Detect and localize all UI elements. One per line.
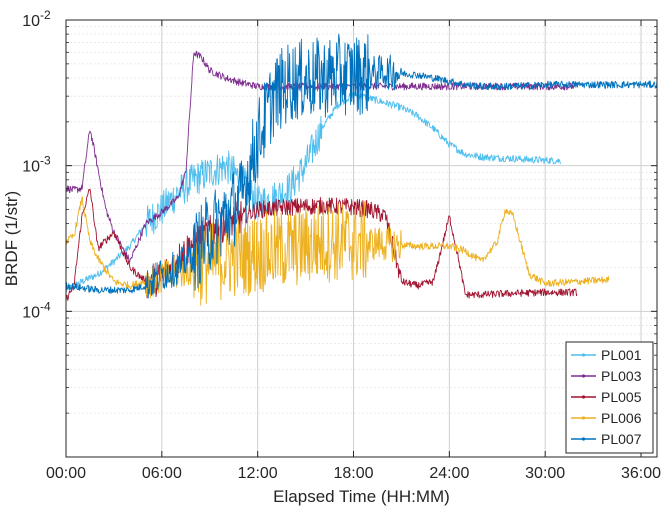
x-tick-label: 12:00: [238, 465, 278, 482]
legend-label: PL003: [601, 368, 642, 384]
x-tick-label: 24:00: [429, 465, 469, 482]
series-line-pl001: [65, 91, 562, 292]
legend-marker: [581, 416, 586, 420]
x-axis-label: Elapsed Time (HH:MM): [273, 487, 450, 506]
legend-label: PL006: [601, 410, 642, 426]
x-tick-label: 00:00: [46, 465, 86, 482]
legend-marker: [581, 437, 586, 441]
y-tick-exponent: -4: [40, 299, 51, 313]
plot-area-frame: [65, 19, 658, 458]
legend-label: PL007: [601, 431, 642, 447]
legend-marker: [581, 374, 586, 378]
y-axis-label: BRDF (1/str): [2, 191, 21, 286]
legend-marker: [581, 395, 586, 399]
x-tick-label: 18:00: [333, 465, 373, 482]
series-lines: [65, 33, 658, 306]
legend: PL001 PL003 PL005 PL006 PL007: [565, 341, 654, 454]
legend-label: PL005: [601, 389, 642, 405]
x-tick-label: 30:00: [525, 465, 565, 482]
x-tick-label: 06:00: [142, 465, 182, 482]
y-tick-label: 10: [22, 13, 40, 30]
y-tick-exponent: -2: [40, 8, 51, 22]
series-line-pl007: [65, 33, 658, 299]
legend-label: PL001: [601, 347, 642, 363]
y-tick-label: 10: [22, 159, 40, 176]
y-tick-label: 10: [22, 304, 40, 321]
series-line-pl006: [65, 195, 610, 306]
y-tick-exponent: -3: [40, 154, 51, 168]
x-tick-label: 36:00: [621, 465, 661, 482]
legend-marker: [581, 353, 586, 357]
axis-ticks: 10-410-310 -200:00 06:00 12:00 18:00 24:00 30:…: [22, 8, 661, 482]
